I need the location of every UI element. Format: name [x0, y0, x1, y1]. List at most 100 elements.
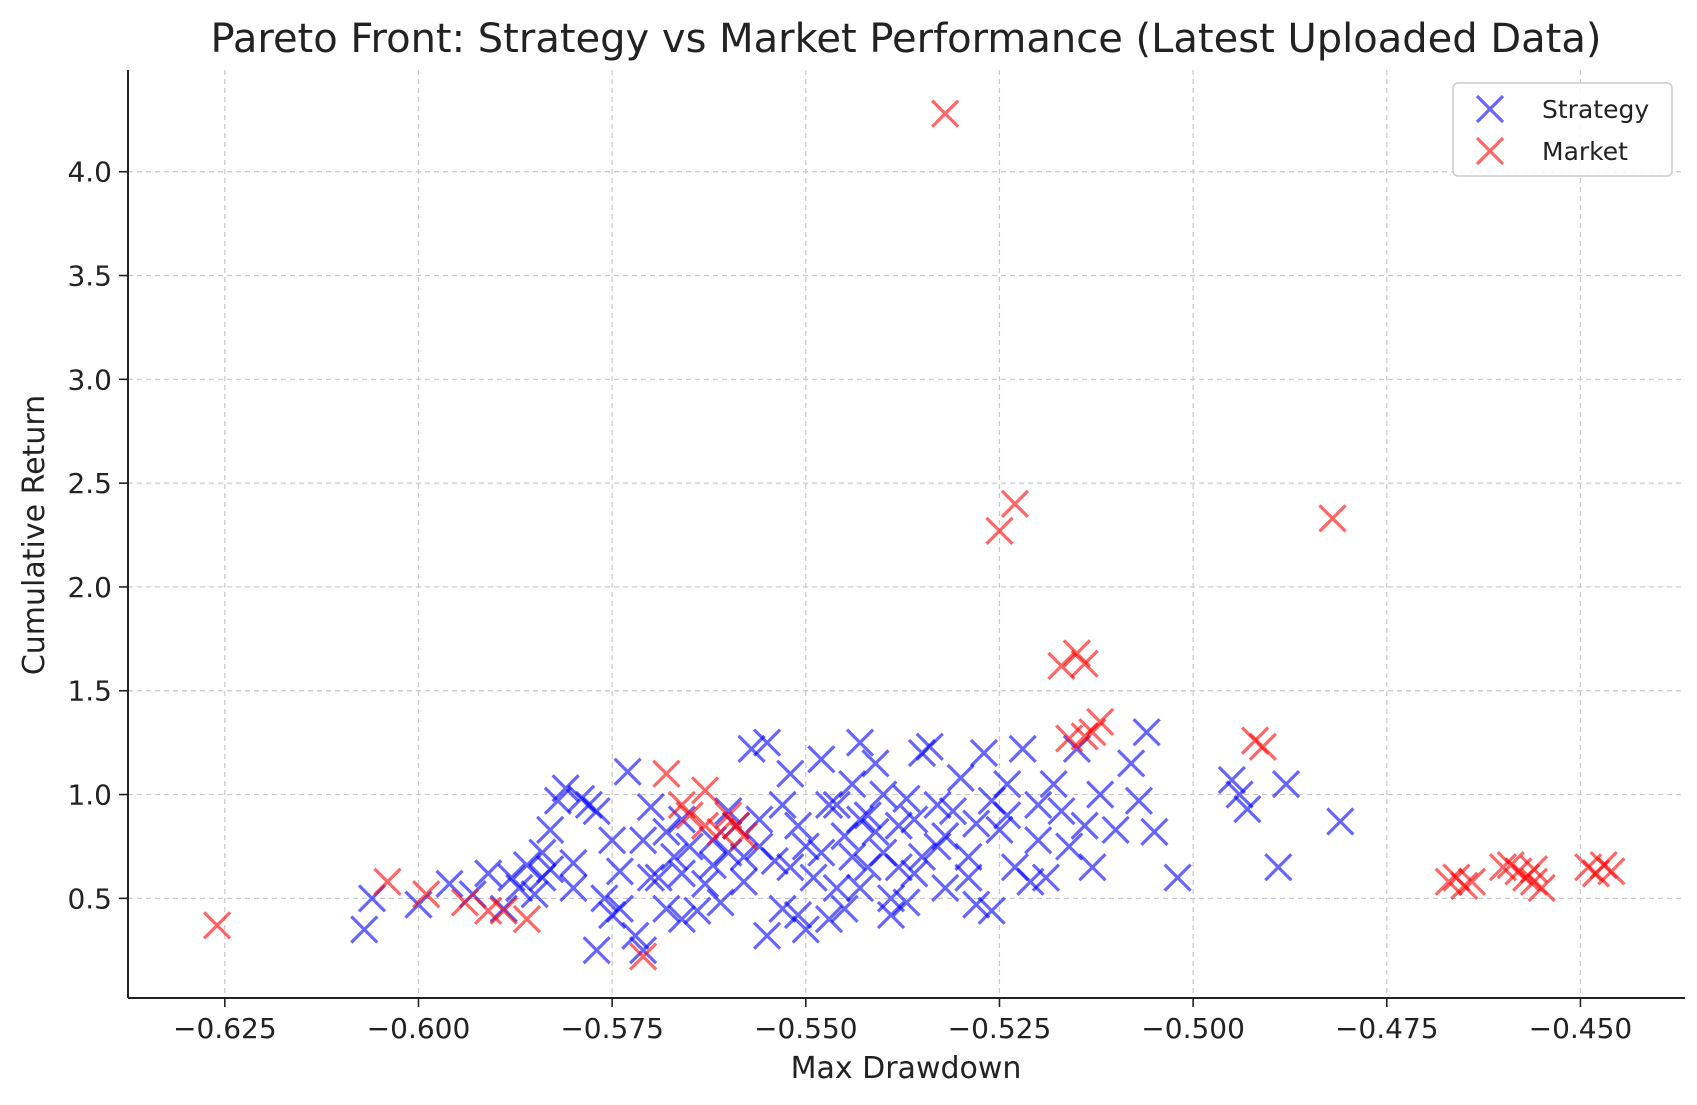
- data-point: [900, 859, 929, 888]
- series-market: [202, 99, 1626, 971]
- legend-box: [1452, 82, 1673, 177]
- data-point: [412, 880, 441, 909]
- data-point: [768, 894, 797, 923]
- data-point: [698, 851, 727, 880]
- data-point: [474, 859, 503, 888]
- data-point: [1047, 651, 1076, 680]
- data-point: [838, 842, 867, 871]
- data-point: [644, 863, 673, 892]
- data-point: [783, 900, 813, 930]
- data-point: [373, 867, 402, 896]
- data-point: [993, 801, 1022, 830]
- data-point: [551, 774, 580, 803]
- data-point: [869, 780, 898, 809]
- axes: [127, 70, 1685, 999]
- data-point: [737, 734, 766, 764]
- data-point: [861, 749, 890, 778]
- data-point: [752, 728, 782, 757]
- data-point: [931, 821, 960, 851]
- data-point: [1024, 790, 1053, 820]
- data-point: [1008, 734, 1037, 764]
- data-point: [582, 797, 611, 826]
- data-point: [435, 869, 464, 898]
- data-point: [1039, 770, 1068, 799]
- x-tick-label: −0.500: [1141, 1012, 1245, 1045]
- data-point: [814, 904, 844, 934]
- y-tick-label: 0.5: [67, 882, 112, 915]
- data-point: [652, 894, 681, 923]
- data-point: [915, 732, 944, 761]
- grid: [128, 70, 1685, 998]
- data-point: [659, 842, 689, 871]
- data-point: [559, 848, 588, 878]
- data-point: [729, 821, 758, 851]
- y-tick-label: 2.0: [67, 571, 112, 604]
- chart-title: Pareto Front: Strategy vs Market Perform…: [211, 16, 1602, 62]
- data-point: [822, 790, 851, 820]
- data-point: [1527, 873, 1556, 903]
- data-point: [791, 832, 820, 861]
- y-tick-label: 2.5: [67, 467, 112, 500]
- data-point: [900, 805, 929, 834]
- data-point: [892, 888, 921, 917]
- data-point: [667, 805, 696, 834]
- y-tick-label: 4.0: [67, 156, 112, 189]
- data-point: [830, 894, 859, 923]
- data-point: [969, 738, 999, 768]
- data-point: [931, 99, 960, 128]
- x-tick-label: −0.575: [560, 1012, 664, 1045]
- data-point: [667, 904, 696, 934]
- data-point: [590, 884, 619, 913]
- data-point: [1434, 867, 1463, 896]
- data-point: [776, 759, 805, 788]
- data-point: [613, 757, 642, 786]
- x-tick-label: −0.625: [173, 1012, 277, 1045]
- data-point: [652, 817, 681, 847]
- legend-label: Strategy: [1542, 95, 1649, 124]
- data-point: [536, 855, 565, 884]
- data-point: [1248, 732, 1277, 761]
- data-point: [1163, 863, 1192, 892]
- data-point: [714, 797, 743, 826]
- x-tick-label: −0.525: [948, 1012, 1052, 1045]
- y-tick-label: 3.5: [67, 260, 112, 293]
- data-point: [783, 811, 813, 840]
- data-point: [582, 936, 611, 965]
- data-point: [706, 817, 735, 847]
- data-point: [791, 915, 820, 944]
- data-point: [954, 863, 983, 892]
- data-point: [1217, 765, 1246, 795]
- data-point: [621, 921, 650, 950]
- data-point: [876, 900, 906, 930]
- data-point: [822, 873, 851, 903]
- data-point: [807, 838, 836, 867]
- data-point: [675, 832, 704, 861]
- data-point: [489, 896, 518, 925]
- data-point: [1117, 749, 1146, 778]
- data-point: [690, 869, 720, 898]
- data-point: [1271, 770, 1301, 799]
- data-point: [628, 942, 658, 971]
- data-points: [202, 99, 1626, 971]
- data-point: [845, 728, 875, 757]
- data-point: [1070, 811, 1099, 840]
- data-point: [598, 826, 627, 855]
- data-point: [985, 815, 1014, 844]
- data-point: [884, 853, 913, 882]
- x-tick-label: −0.600: [367, 1012, 471, 1045]
- data-point: [838, 770, 867, 799]
- data-point: [884, 811, 913, 840]
- data-point: [605, 894, 635, 923]
- data-point: [1132, 718, 1161, 747]
- data-point: [776, 853, 805, 882]
- data-point: [892, 784, 921, 813]
- data-point: [1597, 857, 1626, 886]
- data-point: [1488, 853, 1518, 882]
- data-point: [1016, 867, 1045, 896]
- data-point: [760, 846, 789, 876]
- data-point: [512, 904, 542, 934]
- x-axis-ticks: −0.625 −0.600 −0.575 −0.550 −0.525 −0.500 −0.4…: [173, 998, 1632, 1045]
